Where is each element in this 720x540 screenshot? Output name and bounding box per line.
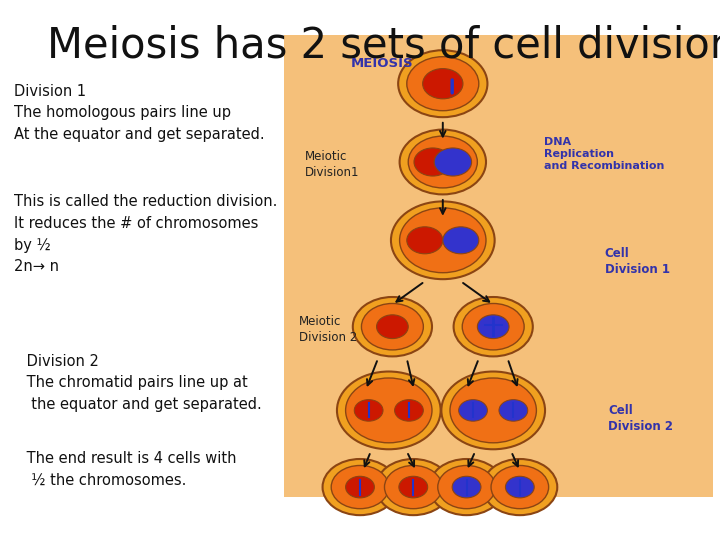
Text: Division 1
The homologous pairs line up
At the equator and get separated.: Division 1 The homologous pairs line up …	[14, 84, 265, 142]
Circle shape	[452, 476, 481, 498]
Circle shape	[361, 303, 423, 350]
Circle shape	[441, 372, 545, 449]
Circle shape	[346, 476, 374, 498]
Circle shape	[395, 400, 423, 421]
Circle shape	[482, 459, 557, 515]
Circle shape	[400, 208, 486, 273]
Text: The end result is 4 cells with
  ½ the chromosomes.: The end result is 4 cells with ½ the chr…	[22, 451, 236, 488]
Circle shape	[462, 303, 524, 350]
Text: Cell
Division 1: Cell Division 1	[605, 247, 670, 276]
Circle shape	[443, 227, 479, 254]
Circle shape	[499, 400, 528, 421]
Circle shape	[414, 148, 451, 176]
Text: This is called the reduction division.
It reduces the # of chromosomes
by ½
2n→ : This is called the reduction division. I…	[14, 194, 278, 274]
Circle shape	[429, 459, 504, 515]
Text: Cell
Division 2: Cell Division 2	[608, 404, 673, 433]
Circle shape	[376, 459, 451, 515]
Circle shape	[477, 315, 509, 339]
Circle shape	[491, 465, 549, 509]
Circle shape	[398, 50, 487, 117]
Circle shape	[331, 465, 389, 509]
Circle shape	[399, 476, 428, 498]
Circle shape	[384, 465, 442, 509]
Circle shape	[434, 148, 472, 176]
Circle shape	[438, 465, 495, 509]
Circle shape	[400, 130, 486, 194]
Circle shape	[450, 378, 536, 443]
Circle shape	[407, 227, 443, 254]
Circle shape	[423, 69, 463, 99]
Circle shape	[353, 297, 432, 356]
Circle shape	[354, 400, 383, 421]
Bar	[284, 35, 713, 497]
Circle shape	[391, 201, 495, 279]
Circle shape	[407, 57, 479, 111]
Text: Meiosis has 2 sets of cell division: Meiosis has 2 sets of cell division	[47, 24, 720, 66]
Text: MEIOSIS: MEIOSIS	[351, 57, 413, 70]
Text: DNA
Replication
and Recombination: DNA Replication and Recombination	[544, 137, 664, 171]
Text: Meiotic
Division 2: Meiotic Division 2	[299, 315, 357, 344]
Circle shape	[337, 372, 441, 449]
Text: Division 2
 The chromatid pairs line up at
  the equator and get separated.: Division 2 The chromatid pairs line up a…	[22, 354, 261, 412]
Text: Meiotic
Division1: Meiotic Division1	[305, 150, 360, 179]
Circle shape	[377, 315, 408, 339]
Circle shape	[323, 459, 397, 515]
Circle shape	[408, 136, 477, 188]
Circle shape	[346, 378, 432, 443]
Circle shape	[459, 400, 487, 421]
Circle shape	[505, 476, 534, 498]
Circle shape	[454, 297, 533, 356]
